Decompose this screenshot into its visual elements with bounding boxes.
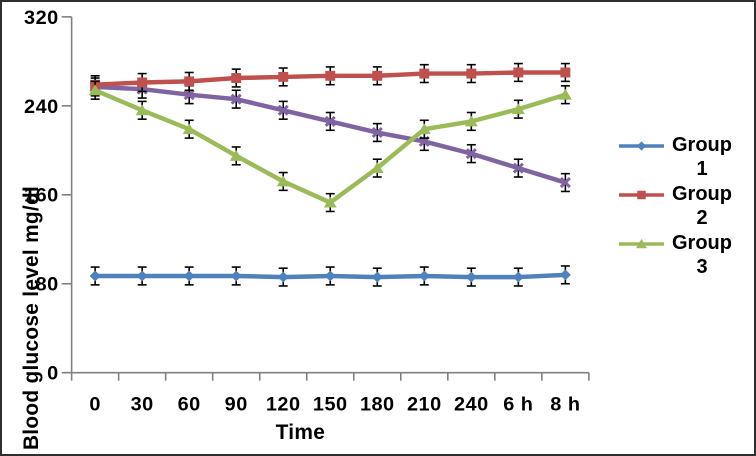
legend-item-label: Group 3: [672, 232, 732, 278]
triangle-marker: [276, 175, 290, 187]
x-tick-label: 180: [360, 393, 395, 415]
legend-item: Group 3: [618, 231, 750, 279]
square-marker: [560, 67, 571, 78]
diamond-marker: [559, 269, 571, 281]
legend-square-line-icon: [619, 190, 664, 200]
diamond-marker: [465, 271, 477, 283]
y-axis-title: Blood glucose level mg/dl: [20, 186, 43, 450]
diamond-marker: [418, 270, 430, 282]
diamond-marker: [136, 270, 148, 282]
legend-diamond-line-icon: [619, 141, 664, 151]
x-marker: [230, 93, 242, 105]
y-tick-label: 320: [24, 7, 59, 29]
triangle-marker: [417, 123, 431, 135]
triangle-marker: [511, 103, 525, 115]
chart-legend: Group 1 Group 2 Group 3: [618, 133, 750, 280]
x-tick-label: 240: [454, 393, 489, 415]
x-tick-label: 0: [89, 393, 101, 415]
legend-item-label: Group 1: [672, 134, 732, 180]
y-tick-label: 160: [24, 185, 59, 207]
square-marker: [419, 68, 430, 79]
x-tick-label: 8 h: [550, 393, 580, 415]
x-marker: [465, 148, 477, 160]
x-tick-label: 6 h: [503, 393, 533, 415]
triangle-marker: [323, 196, 337, 208]
x-tick-label: 120: [266, 393, 301, 415]
square-marker: [372, 70, 383, 81]
triangle-marker: [88, 84, 102, 96]
x-marker: [559, 177, 571, 189]
diamond-marker: [277, 271, 289, 283]
triangle-marker: [635, 238, 648, 249]
legend-triangle-line-icon: [619, 238, 664, 249]
diamond-marker: [371, 271, 383, 283]
diamond-marker: [183, 270, 195, 282]
series-group-3: [88, 80, 572, 213]
diamond-marker: [512, 271, 524, 283]
legend-item: Group 1: [618, 133, 750, 181]
x-marker: [183, 89, 195, 101]
y-tick-label: 80: [36, 274, 59, 296]
series-line: [92, 88, 568, 205]
x-marker: [512, 162, 524, 174]
square-marker: [231, 73, 242, 83]
series-unlabeled: [89, 77, 571, 193]
square-marker: [513, 67, 524, 78]
x-tick-label: 210: [407, 393, 442, 415]
triangle-marker: [182, 123, 196, 135]
diamond-marker: [324, 270, 336, 282]
x-tick-label: 30: [131, 393, 154, 415]
square-marker: [325, 70, 336, 81]
y-tick-label: 0: [47, 363, 59, 385]
x-marker: [277, 104, 289, 116]
diamond-marker: [636, 141, 647, 151]
x-axis-title: Time: [276, 421, 326, 444]
x-marker: [324, 115, 336, 127]
x-marker: [371, 127, 383, 139]
series-group-1: [89, 265, 571, 287]
legend-item: Group 2: [618, 182, 750, 230]
square-marker: [466, 68, 477, 79]
square-marker: [278, 71, 289, 82]
square-marker: [637, 190, 646, 200]
triangle-marker: [464, 115, 478, 127]
triangle-marker: [558, 88, 572, 100]
series-line: [92, 84, 568, 185]
series-group-2: [90, 62, 571, 95]
x-tick-label: 60: [178, 393, 201, 415]
triangle-marker: [229, 149, 243, 161]
y-tick-label: 240: [24, 96, 59, 118]
triangle-marker: [370, 162, 384, 174]
x-tick-label: 90: [225, 393, 248, 415]
legend-item-label: Group 2: [672, 183, 732, 229]
square-marker: [184, 76, 195, 87]
diamond-marker: [230, 270, 242, 282]
square-marker: [137, 77, 148, 88]
diamond-marker: [89, 270, 101, 282]
x-tick-label: 150: [313, 393, 348, 415]
triangle-marker: [135, 104, 149, 116]
